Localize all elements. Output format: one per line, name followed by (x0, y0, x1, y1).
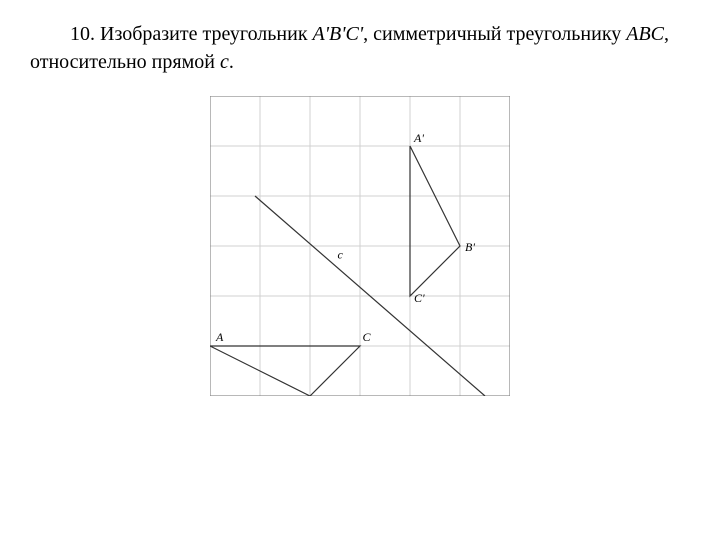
problem-text-1: Изобразите треугольник (100, 23, 313, 45)
problem-italic-3: c (220, 51, 229, 73)
svg-text:A: A (215, 330, 224, 344)
problem-italic-2: ABC (626, 23, 664, 45)
problem-statement: 10. Изобразите треугольник A'B'C', симме… (30, 20, 690, 76)
problem-italic-1: A'B'C' (313, 23, 364, 45)
svg-text:c: c (338, 248, 344, 262)
svg-text:A': A' (413, 131, 424, 145)
svg-text:C': C' (414, 291, 425, 305)
problem-number: 10. (70, 23, 95, 45)
geometry-diagram: ABCA'B'C'c (210, 96, 510, 396)
problem-text-2: , симметричный треугольнику (363, 23, 626, 45)
svg-text:B': B' (465, 240, 475, 254)
svg-text:C: C (363, 330, 372, 344)
diagram-wrapper: ABCA'B'C'c (30, 96, 690, 396)
problem-text-4: . (229, 51, 234, 73)
